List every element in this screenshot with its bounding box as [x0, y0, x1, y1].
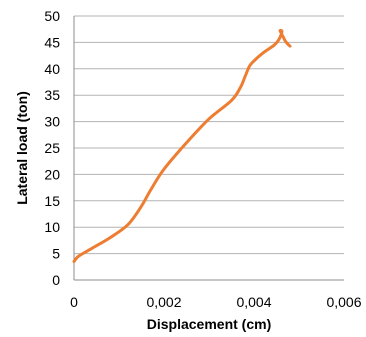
y-tick-label: 35 [44, 87, 60, 103]
tick-labels: 0 5 10 15 20 25 30 35 40 45 50 0 0,002 0,004 0,006 [44, 8, 361, 310]
y-tick-label: 15 [44, 193, 60, 209]
y-tick-label: 10 [44, 219, 60, 235]
y-tick-label: 0 [52, 272, 60, 288]
y-tick-label: 50 [44, 8, 60, 24]
axes [73, 16, 344, 281]
y-tick-label: 30 [44, 114, 60, 130]
x-tick-label: 0,004 [236, 294, 271, 310]
y-tick-label: 20 [44, 166, 60, 182]
y-tick-label: 25 [44, 140, 60, 156]
y-axis-title: Lateral load (ton) [14, 91, 30, 205]
x-tick-label: 0 [70, 294, 78, 310]
x-tick-label: 0,002 [146, 294, 181, 310]
x-tick-label: 0,006 [326, 294, 361, 310]
gridlines [74, 15, 344, 255]
series-line [72, 28, 292, 264]
x-axis-title: Displacement (cm) [147, 316, 271, 332]
series [72, 28, 292, 264]
y-tick-label: 45 [44, 34, 60, 50]
y-tick-label: 40 [44, 61, 60, 77]
y-tick-label: 5 [52, 246, 60, 262]
